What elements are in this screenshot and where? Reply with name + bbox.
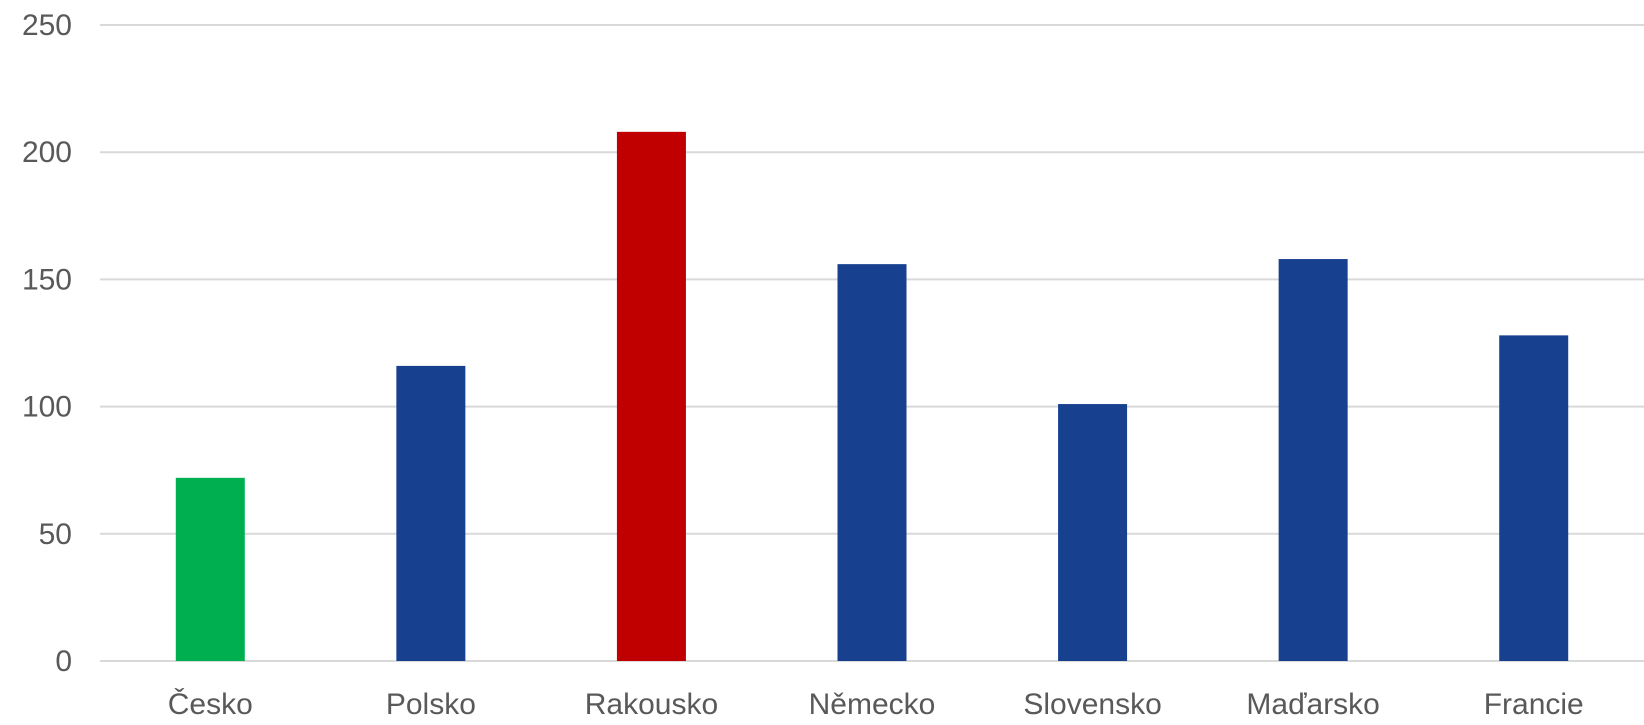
category-label: Rakousko	[585, 688, 718, 721]
bar-3	[837, 264, 907, 661]
category-label: Polsko	[386, 688, 476, 721]
category-label: Francie	[1484, 688, 1584, 721]
y-tick-label: 50	[39, 518, 72, 551]
category-label: Česko	[168, 687, 253, 721]
y-tick-label: 0	[55, 645, 72, 678]
bar-5	[1278, 259, 1348, 661]
y-tick-label: 100	[22, 391, 72, 424]
category-label: Slovensko	[1023, 688, 1161, 721]
y-tick-label: 150	[22, 263, 72, 296]
y-axis-tick-labels: 0 50 100 150 200 250	[22, 9, 72, 678]
category-label: Maďarsko	[1246, 688, 1379, 721]
bar-6	[1499, 335, 1569, 661]
y-tick-label: 200	[22, 136, 72, 169]
bars	[175, 131, 1569, 661]
x-axis-category-labels: Česko Polsko Rakousko Německo Slovensko Maďar…	[168, 687, 1584, 721]
y-tick-label: 250	[22, 9, 72, 42]
category-label: Německo	[809, 688, 936, 721]
bar-4	[1058, 404, 1128, 661]
bar-0	[175, 477, 245, 661]
bar-1	[396, 365, 466, 661]
bar-2	[616, 131, 686, 661]
